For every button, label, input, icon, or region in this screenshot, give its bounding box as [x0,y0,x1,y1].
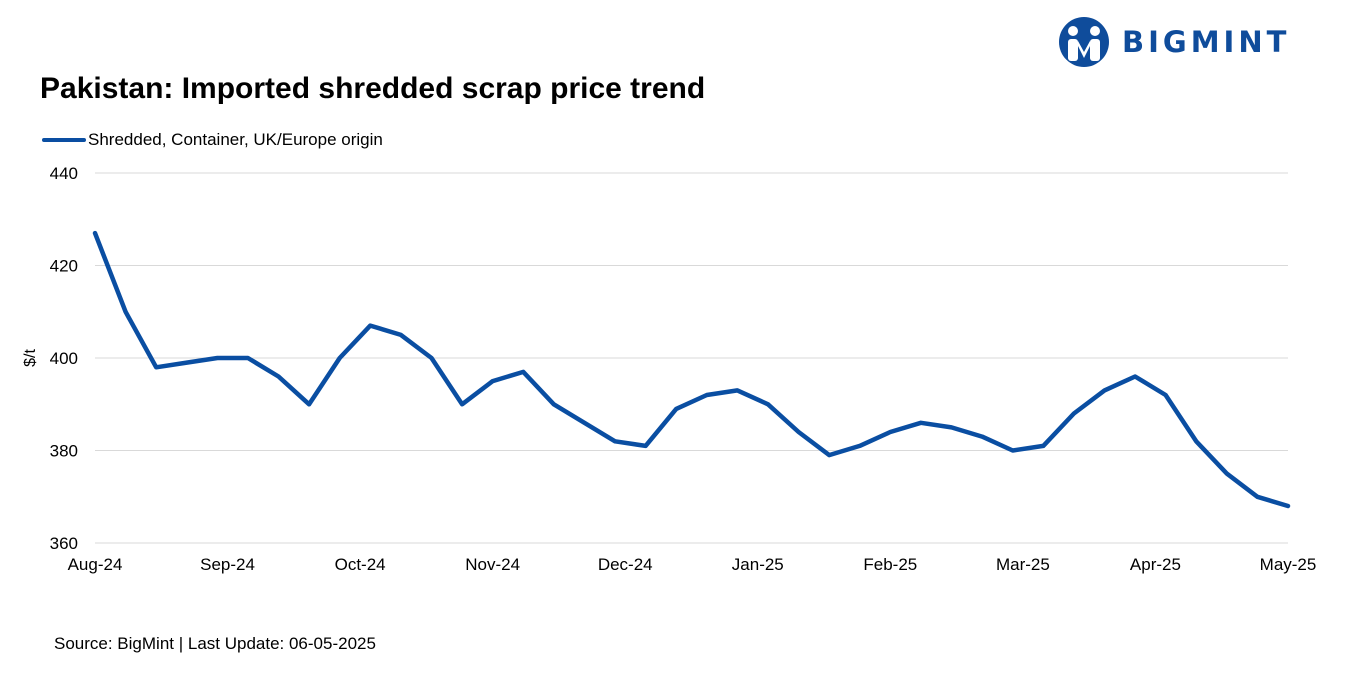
x-tick-label: Aug-24 [68,555,123,574]
bigmint-logo-text: BIGMINT [1122,25,1291,59]
x-tick-label: Apr-25 [1130,555,1181,574]
x-axis-ticks: Aug-24 Sep-24 Oct-24 Nov-24 Dec-24 Jan-25 Feb-… [68,555,1317,574]
x-tick-label: Dec-24 [598,555,653,574]
bigmint-logo: BIGMINT [1058,16,1290,68]
y-tick-label: 400 [50,349,78,368]
y-tick-label: 360 [50,534,78,553]
x-tick-label: Oct-24 [335,555,386,574]
bigmint-logo-icon [1059,17,1109,67]
x-tick-label: Mar-25 [996,555,1050,574]
gridlines [95,172,1288,544]
series-line-shredded-container-uk-europe [92,230,1291,509]
legend-swatch [42,138,86,142]
x-tick-label: Sep-24 [200,555,255,574]
source-note: Source: BigMint | Last Update: 06-05-202… [54,634,376,653]
y-tick-label: 380 [50,442,78,461]
y-axis-ticks: 360 380 400 420 440 [50,164,78,553]
chart-title: Pakistan: Imported shredded scrap price … [40,72,706,105]
y-tick-label: 420 [50,257,78,276]
x-tick-label: Jan-25 [732,555,784,574]
y-tick-label: 440 [50,164,78,183]
y-axis-label: $/t [22,349,39,367]
chart-legend: Shredded, Container, UK/Europe origin [42,130,383,150]
x-tick-label: May-25 [1260,555,1317,574]
x-tick-label: Nov-24 [465,555,520,574]
x-tick-label: Feb-25 [863,555,917,574]
legend-label: Shredded, Container, UK/Europe origin [88,130,383,149]
